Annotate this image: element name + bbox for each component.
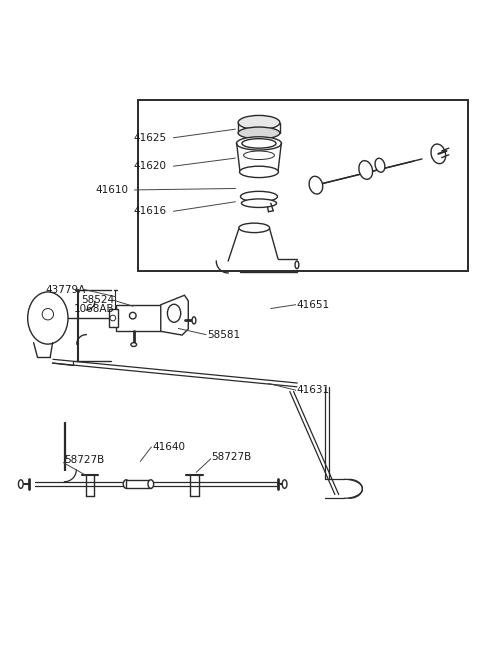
Text: 58727B: 58727B — [64, 455, 105, 465]
Ellipse shape — [243, 151, 275, 160]
Ellipse shape — [375, 159, 385, 172]
Text: 58581: 58581 — [207, 329, 240, 339]
Bar — [116, 305, 161, 331]
Text: 41616: 41616 — [133, 206, 167, 216]
Bar — [109, 309, 118, 327]
Ellipse shape — [168, 305, 180, 322]
Ellipse shape — [239, 223, 270, 233]
Text: 43779A: 43779A — [46, 284, 86, 295]
Ellipse shape — [431, 144, 445, 164]
Ellipse shape — [123, 480, 129, 489]
Circle shape — [110, 315, 116, 321]
Text: 41631: 41631 — [297, 385, 330, 395]
Text: 1068AB: 1068AB — [73, 305, 114, 314]
Ellipse shape — [359, 160, 372, 179]
Text: 41651: 41651 — [297, 300, 330, 310]
Circle shape — [42, 309, 54, 320]
Ellipse shape — [148, 480, 154, 489]
Ellipse shape — [237, 137, 281, 150]
Circle shape — [130, 312, 136, 319]
Ellipse shape — [282, 480, 287, 489]
Bar — [126, 480, 151, 489]
Text: 41640: 41640 — [152, 442, 185, 452]
Bar — [138, 100, 468, 271]
Ellipse shape — [18, 480, 23, 489]
Text: 41610: 41610 — [96, 185, 129, 195]
Ellipse shape — [238, 127, 280, 139]
Text: 58524: 58524 — [81, 295, 114, 305]
Ellipse shape — [242, 139, 276, 148]
Ellipse shape — [192, 317, 196, 324]
Ellipse shape — [309, 176, 323, 194]
Text: 41625: 41625 — [133, 133, 167, 143]
Ellipse shape — [240, 166, 278, 178]
Text: 58727B: 58727B — [212, 451, 252, 462]
Ellipse shape — [240, 191, 277, 202]
Ellipse shape — [238, 115, 280, 130]
Text: 41620: 41620 — [133, 161, 167, 171]
Ellipse shape — [295, 261, 299, 269]
Ellipse shape — [241, 199, 276, 208]
Ellipse shape — [131, 343, 137, 346]
Ellipse shape — [28, 292, 68, 344]
Polygon shape — [161, 295, 188, 335]
